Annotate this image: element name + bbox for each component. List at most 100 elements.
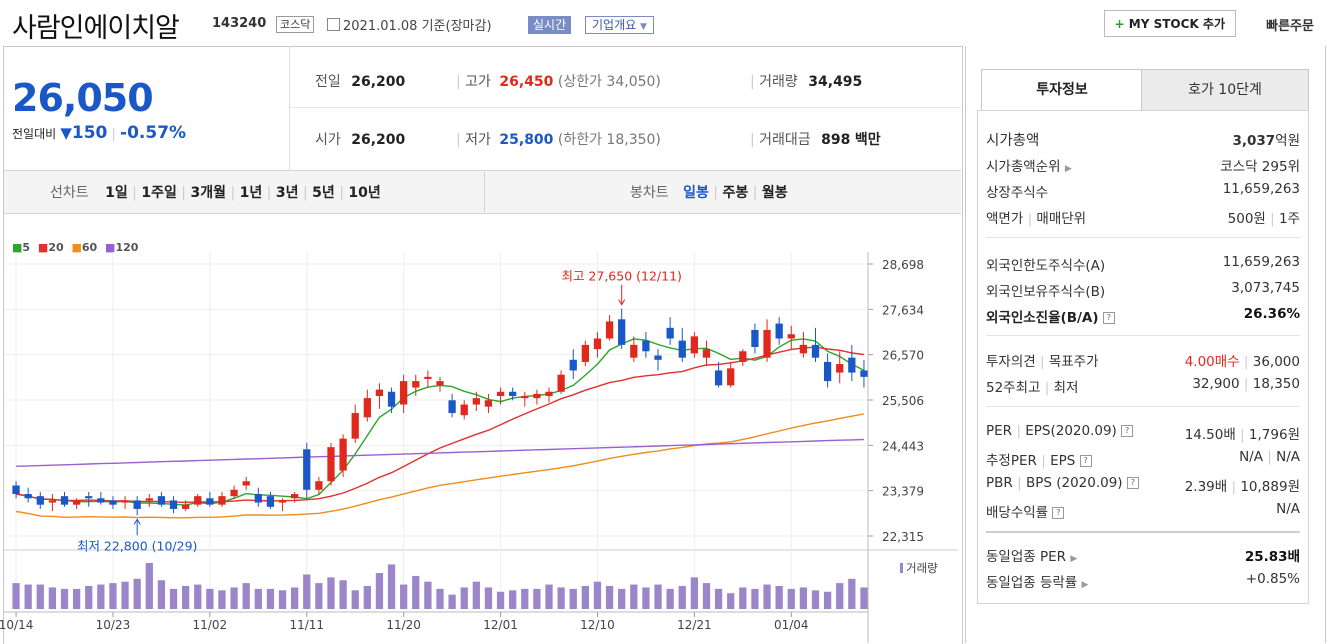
volume-bar [848, 578, 856, 609]
prev-label: 전일 [315, 74, 341, 90]
volume-bar [109, 583, 117, 609]
help-icon[interactable]: ? [1102, 312, 1115, 324]
summary-divider [289, 107, 961, 108]
volume-bar [484, 587, 493, 609]
tab-1w[interactable]: 1주일 [141, 185, 177, 201]
tab-invest-info[interactable]: 투자정보 [981, 69, 1143, 110]
candle-body [763, 329, 771, 358]
tab-5y[interactable]: 5년 [312, 185, 335, 201]
foreign-limit-value: 11,659,263 [1222, 254, 1300, 270]
realtime-label: 실시간 [528, 16, 572, 34]
ma-legend: ■5 ■20 ■60 ■120 [12, 241, 138, 254]
pbr-value: 2.39배 [1184, 479, 1228, 495]
candle-body [97, 498, 105, 503]
candle-body [727, 368, 735, 386]
foreign-hold-label: 외국인보유주식수(B) [986, 284, 1106, 300]
opinion-label: 투자의견 [986, 354, 1036, 370]
x-tick-label: 11/02 [193, 618, 228, 632]
sector-per-value: 25.83배 [1244, 549, 1300, 565]
caret-right-icon: ▶ [1081, 580, 1089, 590]
volume-bar [12, 583, 20, 609]
candle-body [848, 357, 856, 373]
candle-body [860, 370, 868, 377]
help-icon[interactable]: ? [1126, 477, 1139, 489]
eps-value: 1,796원 [1248, 427, 1300, 443]
candle-body [739, 351, 747, 362]
target-label: 목표주가 [1048, 354, 1099, 370]
candle-body [121, 500, 129, 503]
company-overview-dropdown[interactable]: 기업개요 ▼ [585, 14, 654, 34]
candle-body [400, 381, 408, 405]
volume-bar [472, 581, 480, 609]
tab-3m[interactable]: 3개월 [190, 185, 226, 201]
candle-body [133, 500, 141, 509]
eps-label: EPS(2020.09) [1025, 423, 1117, 439]
candle-body [666, 327, 674, 339]
candle-body [230, 489, 238, 497]
date-value: 2021.01.08 [343, 19, 418, 34]
calendar-icon [327, 18, 340, 31]
tab-daily[interactable]: 일봉 [683, 185, 709, 201]
candle-body [593, 338, 602, 350]
volume-bar [618, 588, 626, 609]
candle-body [169, 500, 178, 509]
candle-body [484, 400, 493, 407]
tab-3y[interactable]: 3년 [275, 185, 299, 201]
shares-value: 11,659,263 [1222, 181, 1300, 197]
volume-bar [799, 587, 808, 609]
date-info: 2021.01.08 기준(장마감) [327, 15, 492, 34]
open-label: 시가 [315, 132, 341, 148]
volume-bar [436, 588, 444, 609]
legend-20-swatch: ■ [37, 241, 49, 254]
tab-weekly[interactable]: 주봉 [722, 185, 749, 201]
tab-1y[interactable]: 1년 [239, 185, 263, 201]
change-percent: -0.57% [120, 123, 187, 143]
stock-name: 사람인에이치알 [12, 13, 180, 44]
candle-body [12, 485, 20, 495]
volume-bar [121, 581, 129, 609]
lower-limit: (하한가 18,350) [557, 132, 661, 148]
tab-1d[interactable]: 1일 [105, 185, 128, 201]
help-icon[interactable]: ? [1052, 507, 1065, 519]
volume-bar [24, 584, 32, 609]
volume-bar [569, 588, 577, 609]
candle-body [436, 381, 444, 386]
volume-bar [85, 586, 93, 609]
help-icon[interactable]: ? [1121, 425, 1134, 437]
high-label: 고가 [465, 74, 491, 90]
tab-monthly[interactable]: 월봉 [761, 185, 788, 201]
x-tick-label: 10/23 [96, 618, 131, 632]
mystock-add-button[interactable]: + MY STOCK 추가 [1103, 10, 1236, 37]
ma5-line [15, 338, 865, 506]
tab-order-book[interactable]: 호가 10단계 [1141, 69, 1309, 111]
volume-bar [315, 583, 323, 609]
volume-bar [72, 588, 81, 609]
volume-bar [690, 577, 698, 609]
realtime-button[interactable]: 실시간 [528, 14, 572, 34]
volume-bar [751, 588, 759, 609]
candle-body [533, 393, 541, 399]
volume-bar [48, 587, 57, 609]
par-label: 액면가 [986, 211, 1024, 227]
volume-bar [666, 588, 674, 609]
prev-value: 26,200 [351, 74, 406, 90]
quick-order-link[interactable]: 빠른주문 [1266, 19, 1314, 34]
main-panel [3, 46, 963, 644]
legend-5: 5 [22, 241, 31, 254]
market-cap-unit: 억원 [1275, 133, 1300, 149]
foreign-ratio-value: 26.36% [1243, 306, 1300, 322]
price-chart[interactable]: 28,698 27,634 26,570 25,506 24,443 23,379 22,3… [0, 212, 962, 643]
volume-bar [811, 590, 820, 609]
candle-body [266, 496, 275, 507]
volume-bar [678, 586, 686, 609]
help-icon[interactable]: ? [1079, 455, 1092, 467]
tab-10y[interactable]: 10년 [348, 185, 381, 201]
y-tick-label: 25,506 [882, 394, 924, 408]
volume-bar [157, 580, 166, 609]
volume-bar [351, 590, 359, 609]
volume-bar [206, 588, 214, 609]
candle-body [799, 344, 808, 354]
open-value: 26,200 [351, 132, 406, 148]
volume-bar [254, 588, 262, 609]
candle-body [412, 381, 420, 388]
